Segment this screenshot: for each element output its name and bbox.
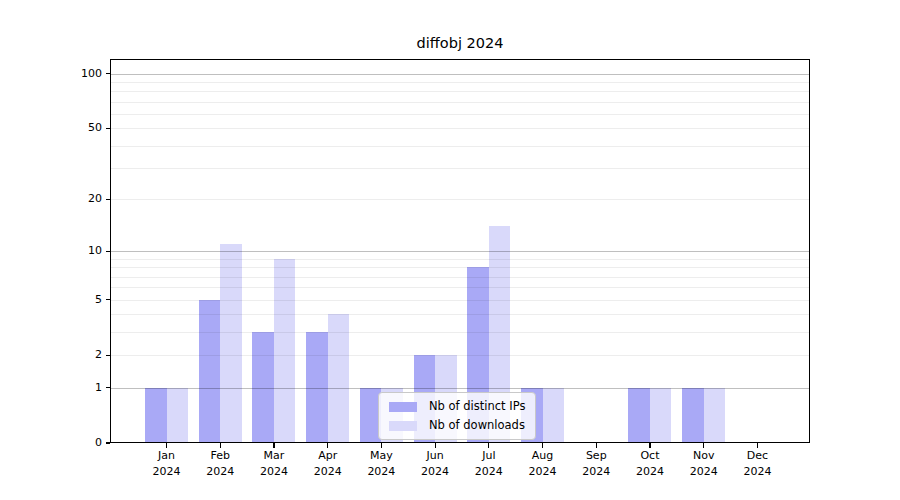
x-tick [703,443,704,448]
y-tick [106,73,111,74]
y-tick-label: 50 [0,121,102,135]
y-tick-label: 1 [0,381,102,395]
x-tick [327,443,328,448]
x-tick [435,443,436,448]
gridline-minor [110,82,810,83]
x-tick [649,443,650,448]
bar-downloads [650,388,672,443]
x-tick [273,443,274,448]
y-tick-label: 20 [0,192,102,206]
bar-distinct-ips [252,332,274,443]
y-tick-label: 10 [0,244,102,258]
y-tick [106,355,111,356]
x-tick [488,443,489,448]
bar-downloads [274,259,296,443]
bar-distinct-ips [628,388,650,443]
gridline-minor [110,277,810,278]
gridline-minor [110,287,810,288]
x-tick [220,443,221,448]
bar-downloads [167,388,189,443]
legend-item: Nb of downloads [389,419,525,432]
y-tick [106,128,111,129]
gridline-minor [110,259,810,260]
gridline-minor [110,114,810,115]
legend-label: Nb of distinct IPs [429,400,525,413]
x-tick [166,443,167,448]
bar-downloads [704,388,726,443]
bar-downloads [543,388,565,443]
legend-item: Nb of distinct IPs [389,400,525,413]
bar-distinct-ips [145,388,167,443]
x-tick [596,443,597,448]
gridline-minor [110,199,810,200]
figure: diffobj 2024 0125102050100Jan2024Feb2024… [0,0,900,500]
y-tick [106,299,111,300]
bar-downloads [328,314,350,443]
gridline-minor [110,146,810,147]
bar-downloads [220,244,242,443]
plot-area [110,59,810,443]
gridline-major [110,251,810,252]
y-tick-label: 5 [0,293,102,307]
bar-distinct-ips [199,300,221,443]
gridline-minor [110,102,810,103]
gridline-minor [110,128,810,129]
gridline-minor [110,168,810,169]
y-tick-label: 2 [0,348,102,362]
gridline-major [110,74,810,75]
y-tick-label: 100 [0,67,102,81]
x-tick [757,443,758,448]
y-tick [106,387,111,388]
gridline-minor [110,267,810,268]
y-tick [106,442,111,443]
chart-title: diffobj 2024 [110,35,810,51]
y-tick [106,251,111,252]
x-tick [542,443,543,448]
legend-label: Nb of downloads [429,419,525,432]
x-tick-label: Dec2024 [725,448,789,479]
y-tick [106,199,111,200]
y-tick-label: 0 [0,436,102,450]
legend-swatch-distinct-ips-icon [389,402,417,412]
legend: Nb of distinct IPs Nb of downloads [378,392,536,440]
x-tick [381,443,382,448]
gridline-minor [110,91,810,92]
bar-distinct-ips [306,332,328,443]
bar-distinct-ips [682,388,704,443]
legend-swatch-downloads-icon [389,421,417,431]
